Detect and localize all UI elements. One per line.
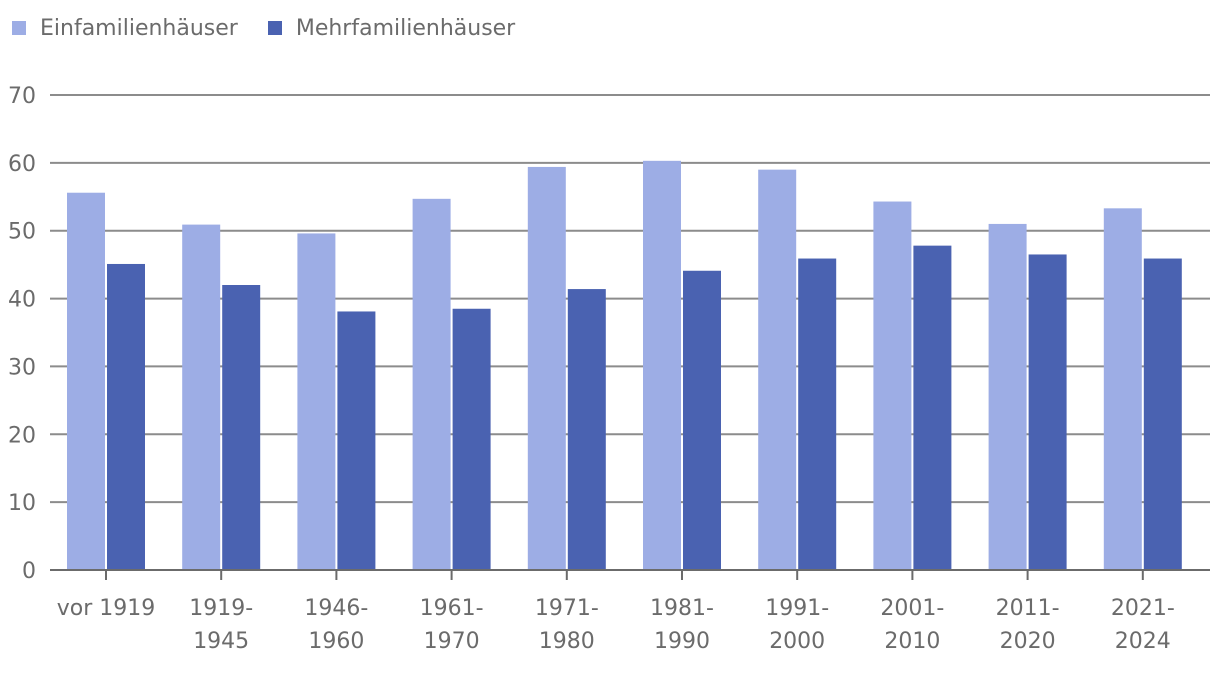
bar-mehrfamilienhaeuser[interactable]: Mehrfamilienhäuser: 45.1	[107, 263, 145, 570]
x-tick-label: 2021-	[1111, 596, 1175, 621]
bar-mehrfamilienhaeuser[interactable]: Mehrfamilienhäuser: 42	[222, 285, 261, 570]
x-tick-label: 1961-	[420, 596, 484, 621]
bar-mehrfamilienhaeuser[interactable]: Mehrfamilienhäuser: 45.9	[1143, 258, 1182, 570]
y-axis: 0 10 20 30 40 50 60 70	[8, 84, 36, 584]
bar-einfamilienhaeuser[interactable]: Einfamilienhäuser: 53.3	[1103, 208, 1142, 571]
x-tick-label: 1981-	[650, 596, 714, 621]
y-tick-label: 0	[22, 559, 36, 584]
x-tick-label: 1991-	[765, 596, 829, 621]
y-tick-label: 70	[8, 84, 36, 109]
bar-einfamilienhaeuser[interactable]: Einfamilienhäuser: 59.4	[527, 166, 566, 570]
bar-einfamilienhaeuser[interactable]: Einfamilienhäuser: 60.3	[643, 160, 681, 571]
x-tick-label: 1990	[654, 629, 710, 654]
x-tick-label: 1970	[424, 629, 480, 654]
bar-einfamilienhaeuser[interactable]: Einfamilienhäuser: 54.7	[412, 198, 451, 571]
legend-item-einfamilienhaeuser[interactable]: Einfamilienhäuser	[12, 16, 238, 41]
x-tick-label: 2001-	[880, 596, 944, 621]
legend-label-mehrfamilienhaeuser: Mehrfamilienhäuser	[295, 15, 516, 41]
legend-swatch-mehrfamilienhaeuser	[267, 21, 282, 35]
y-tick-label: 30	[8, 355, 36, 380]
y-tick-label: 10	[8, 491, 36, 516]
legend-item-mehrfamilienhaeuser[interactable]: Mehrfamilienhäuser	[267, 15, 516, 41]
bar-einfamilienhaeuser[interactable]: Einfamilienhäuser: 55.6	[67, 192, 105, 570]
bar-mehrfamilienhaeuser[interactable]: Mehrfamilienhäuser: 45.9	[798, 258, 837, 570]
bars: Einfamilienhäuser: 55.6Mehrfamilienhäuse…	[67, 160, 1182, 571]
x-tick-label: 1946-	[304, 596, 368, 621]
x-tick-label: 1971-	[535, 596, 599, 621]
y-tick-label: 40	[8, 288, 36, 313]
y-tick-label: 50	[8, 220, 36, 245]
x-tick-label: 1960	[308, 629, 364, 654]
y-tick-label: 20	[8, 423, 36, 448]
x-tick-label: 1980	[539, 629, 595, 654]
bar-mehrfamilienhaeuser[interactable]: Mehrfamilienhäuser: 38.5	[452, 308, 491, 570]
x-axis: vor 1919 1919- 1945 1946- 1960 1961- 1970 1971-…	[50, 569, 1210, 654]
bar-einfamilienhaeuser[interactable]: Einfamilienhäuser: 50.9	[182, 224, 221, 570]
bar-mehrfamilienhaeuser[interactable]: Mehrfamilienhäuser: 38.1	[337, 311, 376, 570]
legend-label-einfamilienhaeuser: Einfamilienhäuser	[40, 15, 238, 41]
bar-mehrfamilienhaeuser[interactable]: Mehrfamilienhäuser: 44.1	[683, 270, 721, 570]
x-tick-label: 2011-	[996, 596, 1060, 621]
y-tick-label: 60	[8, 152, 36, 177]
x-tick-label: 1919-	[189, 596, 253, 621]
bar-einfamilienhaeuser[interactable]: Einfamilienhäuser: 51	[988, 223, 1027, 570]
bar-mehrfamilienhaeuser[interactable]: Mehrfamilienhäuser: 41.4	[567, 289, 606, 570]
legend-swatch-einfamilienhaeuser	[12, 21, 26, 35]
bar-mehrfamilienhaeuser[interactable]: Mehrfamilienhäuser: 47.8	[913, 245, 952, 570]
x-tick-label: 2024	[1115, 629, 1171, 654]
x-tick-label: vor 1919	[57, 596, 156, 621]
x-tick-label: 2000	[769, 629, 825, 654]
x-tick-label: 2010	[884, 629, 940, 654]
bar-einfamilienhaeuser[interactable]: Einfamilienhäuser: 59	[758, 169, 797, 570]
chart-legend: Einfamilienhäuser Mehrfamilienhäuser	[12, 14, 515, 42]
bar-einfamilienhaeuser[interactable]: Einfamilienhäuser: 54.3	[873, 201, 912, 571]
bar-einfamilienhaeuser[interactable]: Einfamilienhäuser: 49.6	[297, 233, 336, 570]
bar-mehrfamilienhaeuser[interactable]: Mehrfamilienhäuser: 46.5	[1028, 254, 1067, 570]
x-tick-label: 1945	[193, 629, 249, 654]
x-tick-label: 2020	[1000, 629, 1056, 654]
